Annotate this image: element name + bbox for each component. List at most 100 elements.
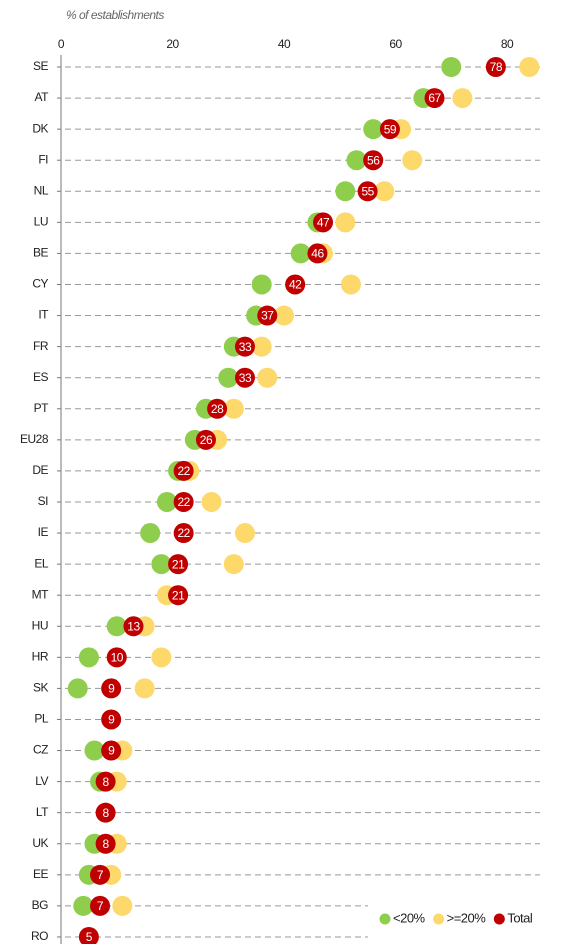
data-label: 13 xyxy=(127,619,140,633)
y-tick-label: DK xyxy=(32,121,48,135)
y-tick-label: LT xyxy=(36,805,49,819)
y-tick-label: LU xyxy=(34,215,48,229)
data-label: 28 xyxy=(211,402,224,416)
x-tick-label: 40 xyxy=(278,37,291,51)
dot xyxy=(106,647,127,668)
dot xyxy=(218,367,239,388)
dot xyxy=(173,523,194,544)
data-label: 7 xyxy=(97,899,104,913)
dot xyxy=(251,336,272,357)
dot xyxy=(234,367,255,388)
data-label: 26 xyxy=(200,433,213,447)
y-tick-label: BG xyxy=(32,898,49,912)
y-tick-label: UK xyxy=(32,836,48,850)
dot xyxy=(112,895,133,916)
dot xyxy=(357,181,378,202)
dot xyxy=(234,523,255,544)
data-label: 5 xyxy=(86,930,93,944)
dot xyxy=(452,88,473,109)
dot xyxy=(335,212,356,233)
dot xyxy=(173,491,194,512)
y-tick-label: RO xyxy=(31,929,48,943)
y-tick-label: IT xyxy=(38,308,49,322)
dot xyxy=(290,243,311,264)
dot xyxy=(151,647,172,668)
dot xyxy=(335,181,356,202)
data-label: 33 xyxy=(239,371,252,385)
y-tick-label: CZ xyxy=(33,743,48,757)
y-tick-label: ES xyxy=(33,370,49,384)
y-tick-label: EL xyxy=(34,556,49,570)
legend-label: >=20% xyxy=(447,910,487,925)
legend-label: Total xyxy=(507,910,533,925)
y-tick-label: CY xyxy=(32,277,48,291)
dot xyxy=(340,274,361,295)
dot xyxy=(234,336,255,357)
dot xyxy=(485,57,506,77)
dot xyxy=(151,554,172,575)
data-label: 9 xyxy=(108,744,115,758)
dot xyxy=(140,523,161,544)
x-tick-label: 20 xyxy=(166,37,179,51)
dot xyxy=(223,554,244,575)
y-tick-label: HU xyxy=(32,618,48,632)
data-label: 22 xyxy=(177,464,190,478)
data-label: 9 xyxy=(108,682,115,696)
dot xyxy=(251,274,272,295)
dot xyxy=(101,740,122,761)
x-tick-label: 60 xyxy=(389,37,402,51)
dot xyxy=(134,678,155,699)
x-tick-label: 80 xyxy=(501,37,514,51)
dot xyxy=(257,367,278,388)
dot xyxy=(346,150,367,171)
data-label: 8 xyxy=(103,806,110,820)
dot xyxy=(313,212,334,233)
data-label: 7 xyxy=(97,868,104,882)
dot xyxy=(67,678,88,699)
data-label: 78 xyxy=(490,60,503,74)
dot xyxy=(173,460,194,481)
dot xyxy=(95,802,116,823)
data-label: 22 xyxy=(177,495,190,509)
data-label: 9 xyxy=(108,713,115,727)
data-label: 55 xyxy=(361,184,374,198)
data-label: 47 xyxy=(317,216,330,230)
y-tick-label: PT xyxy=(34,401,50,415)
data-label: 21 xyxy=(172,557,185,571)
dot xyxy=(90,895,111,916)
x-tick-label: 0 xyxy=(58,37,65,51)
dot xyxy=(379,119,400,140)
legend-label: <20% xyxy=(393,910,426,925)
y-tick-label: MT xyxy=(32,587,49,601)
dot xyxy=(274,305,294,326)
dot xyxy=(402,150,423,171)
data-label: 56 xyxy=(367,153,380,167)
axis-label: % of establishments xyxy=(66,8,164,22)
data-label: 22 xyxy=(177,526,190,540)
data-label: 10 xyxy=(111,651,124,665)
dot xyxy=(78,647,99,668)
y-tick-label: LV xyxy=(35,774,48,788)
dot xyxy=(168,585,189,606)
data-label: 37 xyxy=(261,309,274,323)
dot xyxy=(168,554,189,575)
y-tick-label: IE xyxy=(38,525,49,539)
dot xyxy=(307,243,328,264)
dot xyxy=(424,88,445,109)
dot xyxy=(207,398,228,419)
dot xyxy=(195,429,216,450)
data-label: 67 xyxy=(428,91,441,105)
data-label: 42 xyxy=(289,278,302,292)
dot xyxy=(95,833,116,854)
dot xyxy=(257,305,278,326)
data-label: 59 xyxy=(384,122,397,136)
dot xyxy=(374,181,395,202)
y-tick-label: NL xyxy=(34,183,49,197)
dot xyxy=(201,491,222,512)
dot xyxy=(95,771,116,792)
y-tick-label: SI xyxy=(38,494,49,508)
dot xyxy=(363,150,384,171)
y-tick-label: SE xyxy=(33,59,49,73)
y-tick-label: AT xyxy=(35,90,50,104)
